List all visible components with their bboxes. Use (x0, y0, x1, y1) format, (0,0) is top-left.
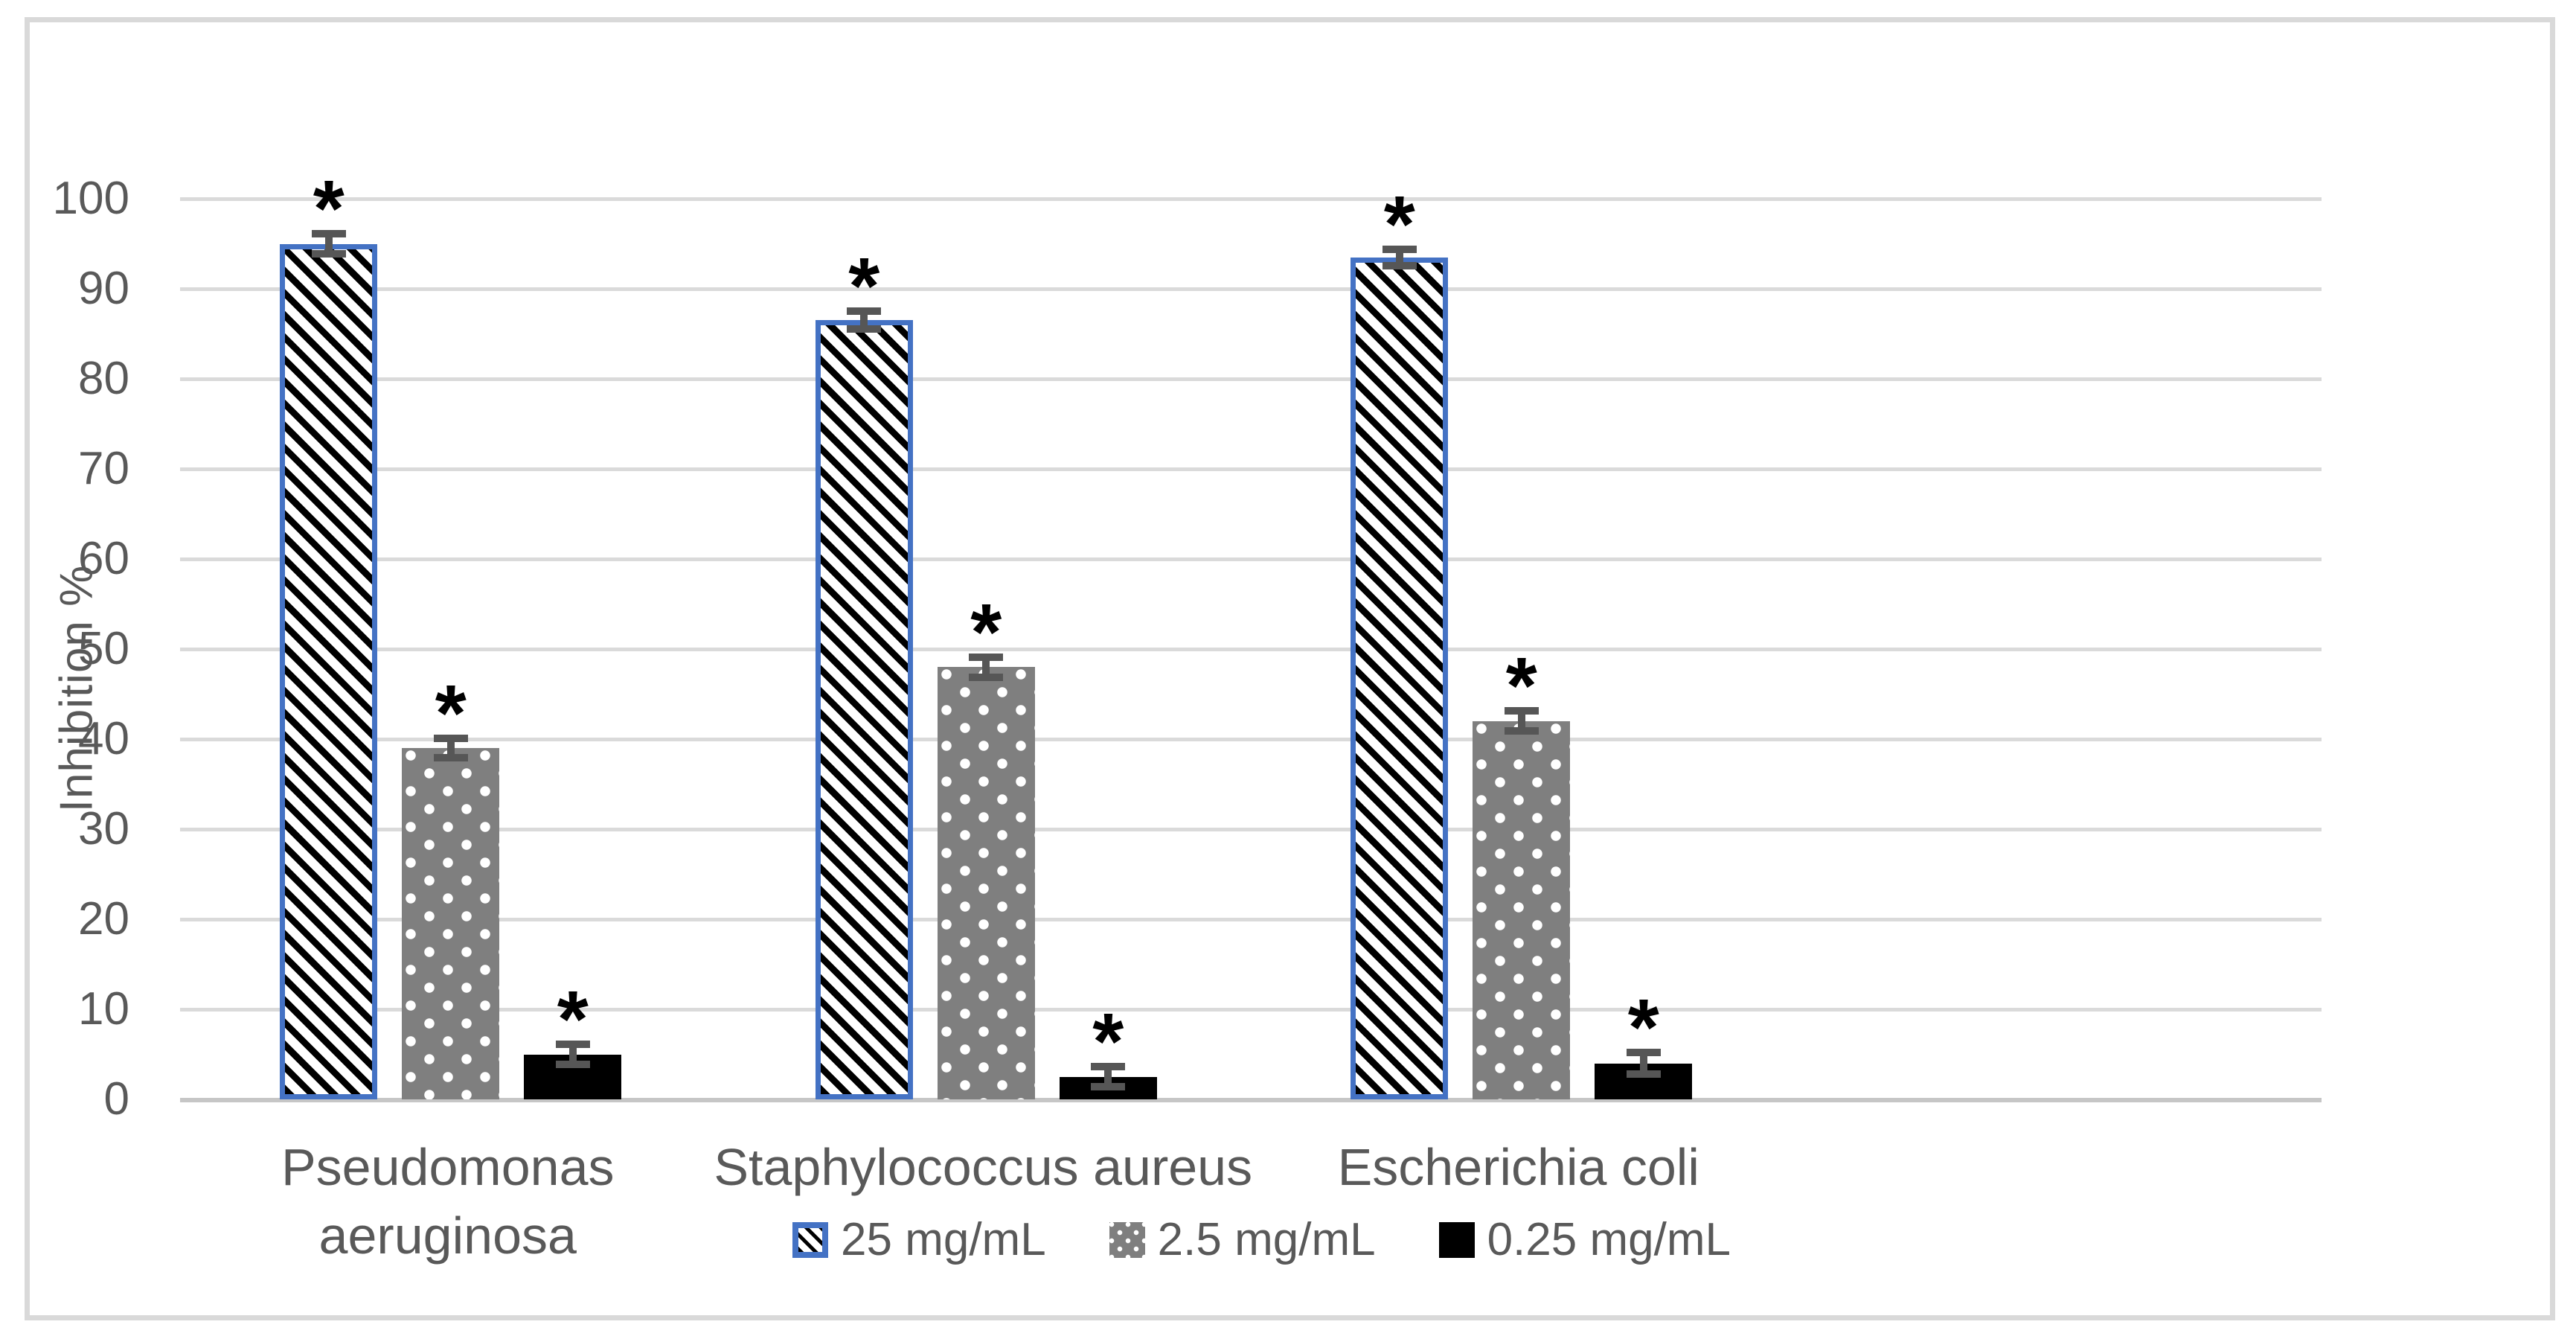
bar-25mgmL-escherichia-coli (1351, 257, 1449, 1099)
error-bar-cap (433, 754, 468, 762)
x-category-label-line: Pseudomonas (281, 1138, 615, 1196)
error-bar-cap (1626, 1049, 1661, 1057)
figure-border (25, 17, 2555, 1320)
legend-swatch-25mgmL (1109, 1221, 1145, 1258)
y-tick-label: 50 (78, 623, 129, 674)
gridline (180, 738, 2322, 741)
error-bar (446, 738, 455, 758)
x-category-label-line: Staphylococcus aureus (714, 1138, 1253, 1196)
legend-item: 25 mg/mL (792, 1213, 1046, 1266)
significance-asterisk: * (848, 240, 880, 331)
x-axis-line (180, 1098, 2322, 1102)
y-axis-title: Inhibition % (51, 564, 103, 813)
error-bar-cap (555, 1060, 590, 1068)
gridline (180, 1008, 2322, 1012)
bar-25mgmL-pseudomonas-aeruginosa (280, 243, 378, 1099)
significance-asterisk: * (1627, 982, 1659, 1073)
bar-25mgmL-pseudomonas-aeruginosa (402, 748, 500, 1099)
significance-asterisk: * (1383, 178, 1415, 269)
legend: 25 mg/mL 2.5 mg/mL 0.25 mg/mL (792, 1213, 1731, 1266)
legend-label: 2.5 mg/mL (1157, 1214, 1376, 1265)
error-bar (324, 234, 333, 254)
error-bar-cap (969, 653, 1004, 661)
legend-item: 0.25 mg/mL (1438, 1213, 1731, 1266)
x-category-label: Pseudomonas aeruginosa (113, 1133, 783, 1270)
gridline (180, 828, 2322, 831)
significance-asterisk: * (435, 667, 467, 758)
x-category-label-line: Escherichia coli (1337, 1138, 1699, 1196)
error-bar-cap (433, 734, 468, 742)
x-category-label-line: aeruginosa (318, 1207, 577, 1265)
error-bar (568, 1044, 577, 1064)
y-tick-label: 60 (78, 533, 129, 584)
x-category-label: Staphylococcus aureus (648, 1133, 1318, 1201)
error-bar-cap (1382, 261, 1417, 269)
gridline (180, 287, 2322, 291)
error-bar-cap (1091, 1083, 1126, 1091)
error-bar-cap (1091, 1063, 1126, 1071)
bar-25mgmL-escherichia-coli (1473, 720, 1571, 1099)
error-bar-cap (847, 325, 882, 333)
error-bar (1517, 711, 1525, 732)
gridline (180, 648, 2322, 651)
y-tick-label: 90 (78, 263, 129, 314)
significance-asterisk: * (313, 163, 345, 254)
y-tick-label: 80 (78, 353, 129, 404)
bar-25mgmL-staphylococcus-aureus (815, 320, 913, 1099)
y-tick-label: 70 (78, 443, 129, 494)
y-tick-label: 0 (103, 1073, 129, 1125)
error-bar-cap (311, 249, 346, 258)
significance-asterisk: * (970, 586, 1002, 677)
y-tick-label: 30 (78, 803, 129, 854)
error-bar (982, 656, 990, 677)
gridline (180, 467, 2322, 471)
error-bar-cap (311, 230, 346, 238)
error-bar-cap (1504, 707, 1539, 715)
gridline (180, 557, 2322, 561)
error-bar-cap (969, 673, 1004, 681)
significance-asterisk: * (1505, 640, 1537, 731)
gridline (180, 377, 2322, 381)
gridline (180, 918, 2322, 921)
legend-label: 25 mg/mL (841, 1214, 1046, 1265)
legend-swatch-025mgmL (1438, 1221, 1475, 1258)
error-bar-cap (1626, 1070, 1661, 1079)
significance-asterisk: * (557, 974, 589, 1064)
error-bar-cap (847, 307, 882, 316)
error-bar-cap (555, 1041, 590, 1049)
x-category-label: Escherichia coli (1184, 1133, 1853, 1201)
y-tick-label: 20 (78, 893, 129, 945)
legend-label: 0.25 mg/mL (1487, 1214, 1731, 1265)
plot-area: * * * * * * * * * (180, 168, 2322, 1102)
y-tick-label: 100 (52, 173, 129, 224)
bar-25mgmL-staphylococcus-aureus (937, 667, 1035, 1099)
error-bar-cap (1504, 727, 1539, 735)
significance-asterisk: * (1092, 996, 1124, 1087)
y-tick-label: 40 (78, 713, 129, 764)
gridline (180, 197, 2322, 201)
y-tick-label: 10 (78, 983, 129, 1035)
error-bar (1395, 249, 1403, 266)
error-bar (1104, 1067, 1112, 1087)
legend-swatch-25mgmL (792, 1221, 828, 1258)
legend-item: 2.5 mg/mL (1109, 1213, 1376, 1266)
error-bar (1639, 1052, 1647, 1075)
error-bar-cap (1382, 245, 1417, 253)
error-bar (860, 311, 868, 330)
